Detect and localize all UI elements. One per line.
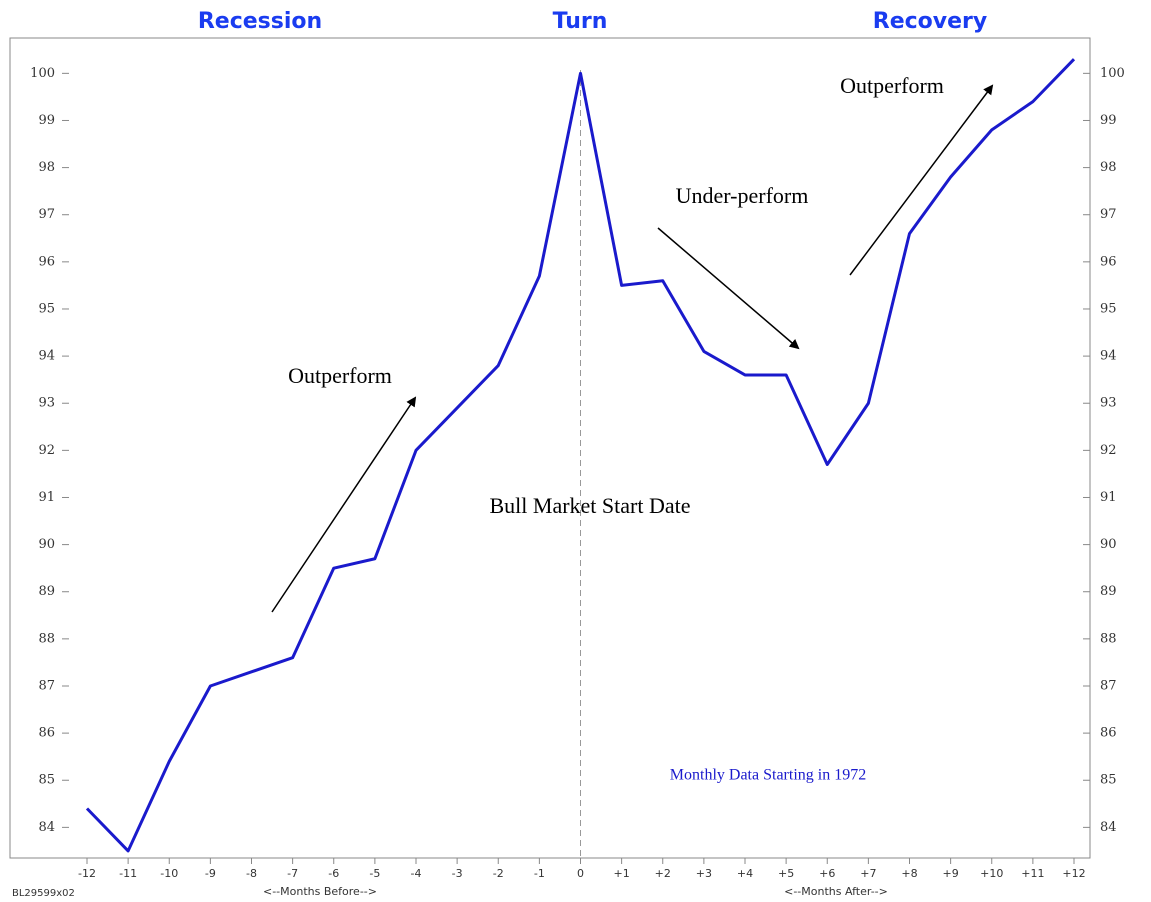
- annotation: Under-perform: [676, 183, 809, 208]
- y2-tick-label: 84: [1100, 820, 1117, 835]
- x-axis-label: <--Months After-->: [784, 885, 888, 898]
- y2-tick-label: 100: [1100, 66, 1125, 81]
- y2-tick-label: 97: [1100, 207, 1117, 222]
- x-tick-label: +5: [778, 867, 794, 880]
- y2-tick-label: 89: [1100, 584, 1117, 599]
- y-tick-label: 99: [38, 113, 55, 128]
- plot-frame: [9, 37, 1091, 859]
- x-tick-label: -1: [534, 867, 545, 880]
- arrow: [271, 396, 417, 613]
- y-tick-label: 90: [38, 537, 55, 552]
- y-tick-label: 96: [38, 254, 55, 269]
- x-tick-label: -12: [78, 867, 96, 880]
- y-tick-label: 100: [30, 66, 55, 81]
- annotation: Monthly Data Starting in 1972: [670, 767, 866, 784]
- y-tick-label: 94: [38, 349, 55, 364]
- arrow: [657, 227, 800, 350]
- y2-tick-label: 98: [1100, 160, 1117, 175]
- section-title: Recession: [198, 9, 322, 34]
- y2-tick-label: 87: [1100, 678, 1117, 693]
- y-tick-label: 91: [38, 490, 55, 505]
- y-tick-label: 87: [38, 678, 55, 693]
- y-tick-label: 85: [38, 773, 55, 788]
- x-tick-label: +7: [860, 867, 876, 880]
- x-tick-label: -4: [411, 867, 422, 880]
- y2-tick-label: 86: [1100, 726, 1117, 741]
- x-tick-label: -11: [119, 867, 137, 880]
- section-title: Turn: [553, 9, 608, 34]
- x-tick-label: -9: [205, 867, 216, 880]
- arrow: [849, 84, 994, 276]
- x-tick-label: 0: [577, 867, 584, 880]
- x-tick-label: -10: [160, 867, 178, 880]
- x-tick-label: +11: [1021, 867, 1044, 880]
- x-tick-label: -5: [369, 867, 380, 880]
- y-tick-label: 89: [38, 584, 55, 599]
- y-tick-label: 84: [38, 820, 55, 835]
- y2-tick-label: 94: [1100, 349, 1117, 364]
- x-tick-label: +4: [737, 867, 753, 880]
- annotation: Bull Market Start Date: [489, 493, 690, 518]
- y2-tick-label: 88: [1100, 631, 1117, 646]
- y2-tick-label: 90: [1100, 537, 1117, 552]
- annotation: Outperform: [288, 363, 392, 388]
- y-tick-label: 93: [38, 396, 55, 411]
- y2-tick-label: 93: [1100, 396, 1117, 411]
- data-line: [85, 58, 1076, 853]
- y-tick-label: 97: [38, 207, 55, 222]
- y2-tick-label: 91: [1100, 490, 1117, 505]
- x-axis-label: <--Months Before-->: [263, 885, 377, 898]
- x-tick-label: -3: [452, 867, 463, 880]
- x-tick-label: +6: [819, 867, 835, 880]
- x-tick-label: +1: [614, 867, 630, 880]
- y2-tick-label: 95: [1100, 301, 1117, 316]
- annotation: Outperform: [840, 73, 944, 98]
- x-tick-label: +2: [655, 867, 671, 880]
- x-tick-label: -2: [493, 867, 504, 880]
- x-tick-label: +9: [943, 867, 959, 880]
- y-tick-label: 92: [38, 443, 55, 458]
- x-tick-label: +12: [1062, 867, 1085, 880]
- y2-tick-label: 85: [1100, 773, 1117, 788]
- y-tick-label: 88: [38, 631, 55, 646]
- y2-tick-label: 99: [1100, 113, 1117, 128]
- x-tick-label: -7: [287, 867, 298, 880]
- x-tick-label: -6: [328, 867, 339, 880]
- y2-tick-label: 92: [1100, 443, 1117, 458]
- x-tick-label: +8: [901, 867, 917, 880]
- y-tick-label: 86: [38, 726, 55, 741]
- x-tick-label: +10: [980, 867, 1003, 880]
- section-title: Recovery: [873, 9, 987, 34]
- y2-tick-label: 96: [1100, 254, 1117, 269]
- x-tick-label: +3: [696, 867, 712, 880]
- y-tick-label: 98: [38, 160, 55, 175]
- y-tick-label: 95: [38, 301, 55, 316]
- footnote: BL29599x02: [12, 888, 75, 899]
- x-tick-label: -8: [246, 867, 257, 880]
